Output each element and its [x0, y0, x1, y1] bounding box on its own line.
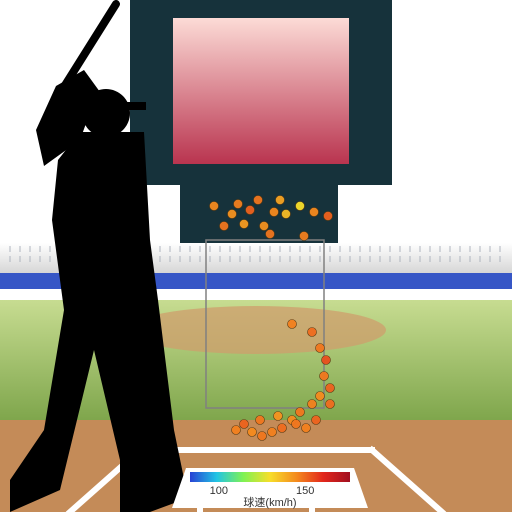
- pitch-marker: [268, 428, 277, 437]
- mound-dirt: [126, 306, 386, 354]
- pitch-location-chart: 100 150球速(km/h): [0, 0, 512, 512]
- pitch-marker: [326, 384, 335, 393]
- pitch-marker: [220, 222, 229, 231]
- pitch-marker: [276, 196, 285, 205]
- pitch-marker: [324, 212, 333, 221]
- pitch-marker: [274, 412, 283, 421]
- pitch-marker: [248, 428, 257, 437]
- pitch-marker: [234, 200, 243, 209]
- pitch-marker: [300, 232, 309, 241]
- pitch-marker: [210, 202, 219, 211]
- pitch-marker: [308, 400, 317, 409]
- pitch-marker: [296, 408, 305, 417]
- pitch-marker: [260, 222, 269, 231]
- pitch-marker: [320, 372, 329, 381]
- pitch-marker: [232, 426, 241, 435]
- pitch-marker: [282, 210, 291, 219]
- pitch-marker: [288, 320, 297, 329]
- pitch-marker: [246, 206, 255, 215]
- pitch-marker: [296, 202, 305, 211]
- colorbar-legend: 100 150球速(km/h): [172, 468, 368, 509]
- colorbar: [190, 472, 350, 482]
- pitch-marker: [310, 208, 319, 217]
- pitch-marker: [278, 424, 287, 433]
- scoreboard-screen: [173, 18, 349, 164]
- pitch-marker: [316, 344, 325, 353]
- pitch-marker: [270, 208, 279, 217]
- colorbar-label: 球速(km/h): [243, 495, 296, 509]
- colorbar-tick: 100: [210, 485, 228, 497]
- pitch-marker: [322, 356, 331, 365]
- pitch-marker: [326, 400, 335, 409]
- pitch-marker: [240, 420, 249, 429]
- pitch-marker: [228, 210, 237, 219]
- pitch-marker: [258, 432, 267, 441]
- pitch-marker: [316, 392, 325, 401]
- pitch-marker: [302, 424, 311, 433]
- colorbar-tick: 150: [296, 485, 314, 497]
- pitch-marker: [292, 420, 301, 429]
- pitch-marker: [266, 230, 275, 239]
- pitch-marker: [308, 328, 317, 337]
- pitch-marker: [254, 196, 263, 205]
- pitch-marker: [312, 416, 321, 425]
- pitch-marker: [256, 416, 265, 425]
- pitch-marker: [240, 220, 249, 229]
